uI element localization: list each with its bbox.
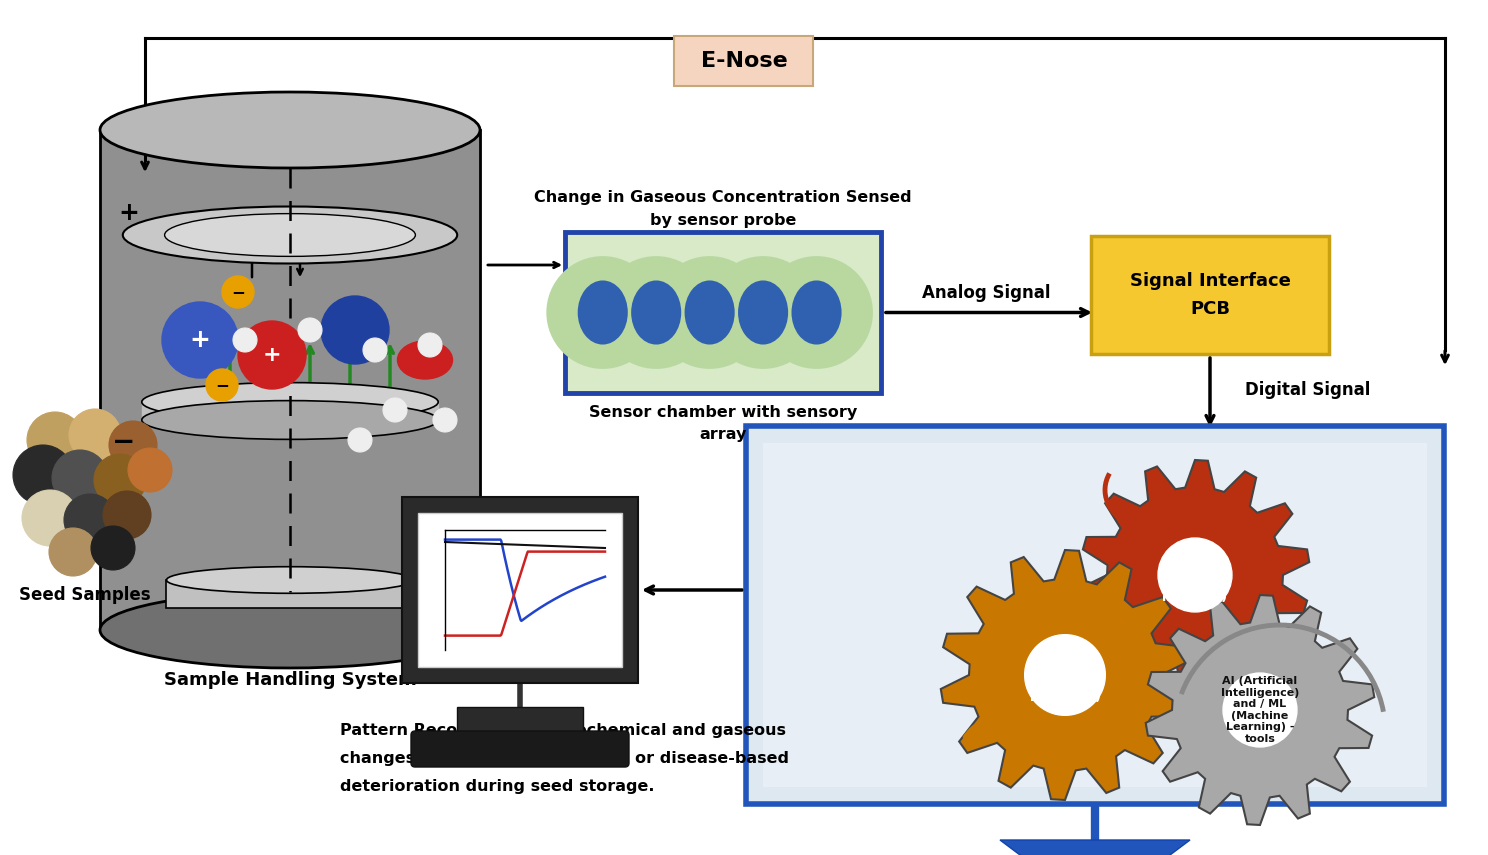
Circle shape: [13, 445, 73, 505]
Circle shape: [708, 257, 818, 368]
Circle shape: [103, 491, 150, 539]
Circle shape: [162, 302, 238, 378]
Circle shape: [49, 528, 97, 576]
Text: Digital Signal: Digital Signal: [1245, 381, 1370, 399]
Circle shape: [27, 412, 83, 468]
FancyBboxPatch shape: [674, 36, 814, 86]
Text: −: −: [231, 283, 246, 301]
Text: E-Nose: E-Nose: [701, 51, 787, 71]
Text: ANN
(artificial
neural
networks): ANN (artificial neural networks): [1030, 646, 1101, 704]
Ellipse shape: [793, 281, 841, 344]
Ellipse shape: [740, 281, 787, 344]
Circle shape: [22, 490, 77, 546]
Text: Signal Interface: Signal Interface: [1129, 272, 1290, 290]
FancyBboxPatch shape: [402, 497, 638, 683]
Circle shape: [298, 318, 321, 342]
Ellipse shape: [686, 281, 734, 344]
Circle shape: [128, 448, 173, 492]
Text: −: −: [112, 428, 135, 456]
FancyBboxPatch shape: [1091, 236, 1329, 354]
FancyBboxPatch shape: [745, 426, 1443, 804]
Circle shape: [348, 428, 372, 452]
Text: −: −: [216, 376, 229, 394]
Ellipse shape: [124, 207, 457, 263]
Text: Analog Signal: Analog Signal: [923, 284, 1051, 302]
Circle shape: [1223, 673, 1298, 747]
Circle shape: [52, 450, 109, 506]
Circle shape: [655, 257, 765, 368]
Text: Sample Handling System: Sample Handling System: [164, 671, 417, 689]
Ellipse shape: [141, 401, 437, 439]
Ellipse shape: [167, 567, 414, 593]
Circle shape: [94, 454, 146, 506]
Polygon shape: [167, 580, 414, 608]
Circle shape: [238, 321, 307, 389]
Circle shape: [205, 369, 238, 401]
Ellipse shape: [141, 383, 437, 422]
Text: SVM
(support
vector
machine): SVM (support vector machine): [1162, 546, 1228, 604]
Polygon shape: [940, 550, 1189, 800]
Circle shape: [91, 526, 135, 570]
Circle shape: [222, 276, 254, 308]
Circle shape: [68, 409, 121, 461]
Circle shape: [762, 257, 872, 368]
Circle shape: [234, 328, 257, 352]
Circle shape: [382, 398, 408, 422]
Text: Pattern Recognition for biochemical and gaseous: Pattern Recognition for biochemical and …: [339, 722, 786, 738]
Circle shape: [64, 494, 116, 546]
Ellipse shape: [165, 214, 415, 256]
Ellipse shape: [397, 341, 452, 379]
Ellipse shape: [100, 92, 481, 168]
Ellipse shape: [579, 281, 626, 344]
Text: PCB: PCB: [1190, 300, 1231, 318]
Polygon shape: [1080, 460, 1309, 690]
Text: AI (Artificial
Intelligence)
and / ML
(Machine
Learning) -
tools: AI (Artificial Intelligence) and / ML (M…: [1220, 676, 1299, 744]
Text: +: +: [263, 345, 281, 365]
Circle shape: [109, 421, 158, 469]
Text: Change in Gaseous Concentration Sensed: Change in Gaseous Concentration Sensed: [534, 190, 912, 204]
Circle shape: [1158, 538, 1232, 612]
Polygon shape: [1146, 595, 1375, 825]
FancyBboxPatch shape: [457, 707, 583, 735]
Text: Sensor chamber with sensory: Sensor chamber with sensory: [589, 404, 857, 420]
Text: by sensor probe: by sensor probe: [650, 213, 796, 227]
Polygon shape: [1000, 840, 1190, 855]
Text: Seed Samples: Seed Samples: [19, 586, 150, 604]
Ellipse shape: [100, 592, 481, 668]
Text: +: +: [118, 201, 138, 225]
Circle shape: [548, 257, 658, 368]
Text: array: array: [699, 427, 747, 441]
FancyBboxPatch shape: [763, 443, 1427, 787]
Circle shape: [433, 408, 457, 432]
Text: changes caused by insect, pest, or disease-based: changes caused by insect, pest, or disea…: [339, 751, 789, 765]
Circle shape: [1025, 634, 1106, 716]
Text: +: +: [189, 328, 210, 352]
Text: deterioration during seed storage.: deterioration during seed storage.: [339, 779, 655, 793]
FancyBboxPatch shape: [411, 731, 629, 767]
Circle shape: [418, 333, 442, 357]
Circle shape: [601, 257, 711, 368]
Circle shape: [363, 338, 387, 362]
FancyBboxPatch shape: [418, 513, 622, 667]
Circle shape: [321, 296, 388, 364]
Ellipse shape: [632, 281, 680, 344]
FancyBboxPatch shape: [565, 232, 881, 393]
